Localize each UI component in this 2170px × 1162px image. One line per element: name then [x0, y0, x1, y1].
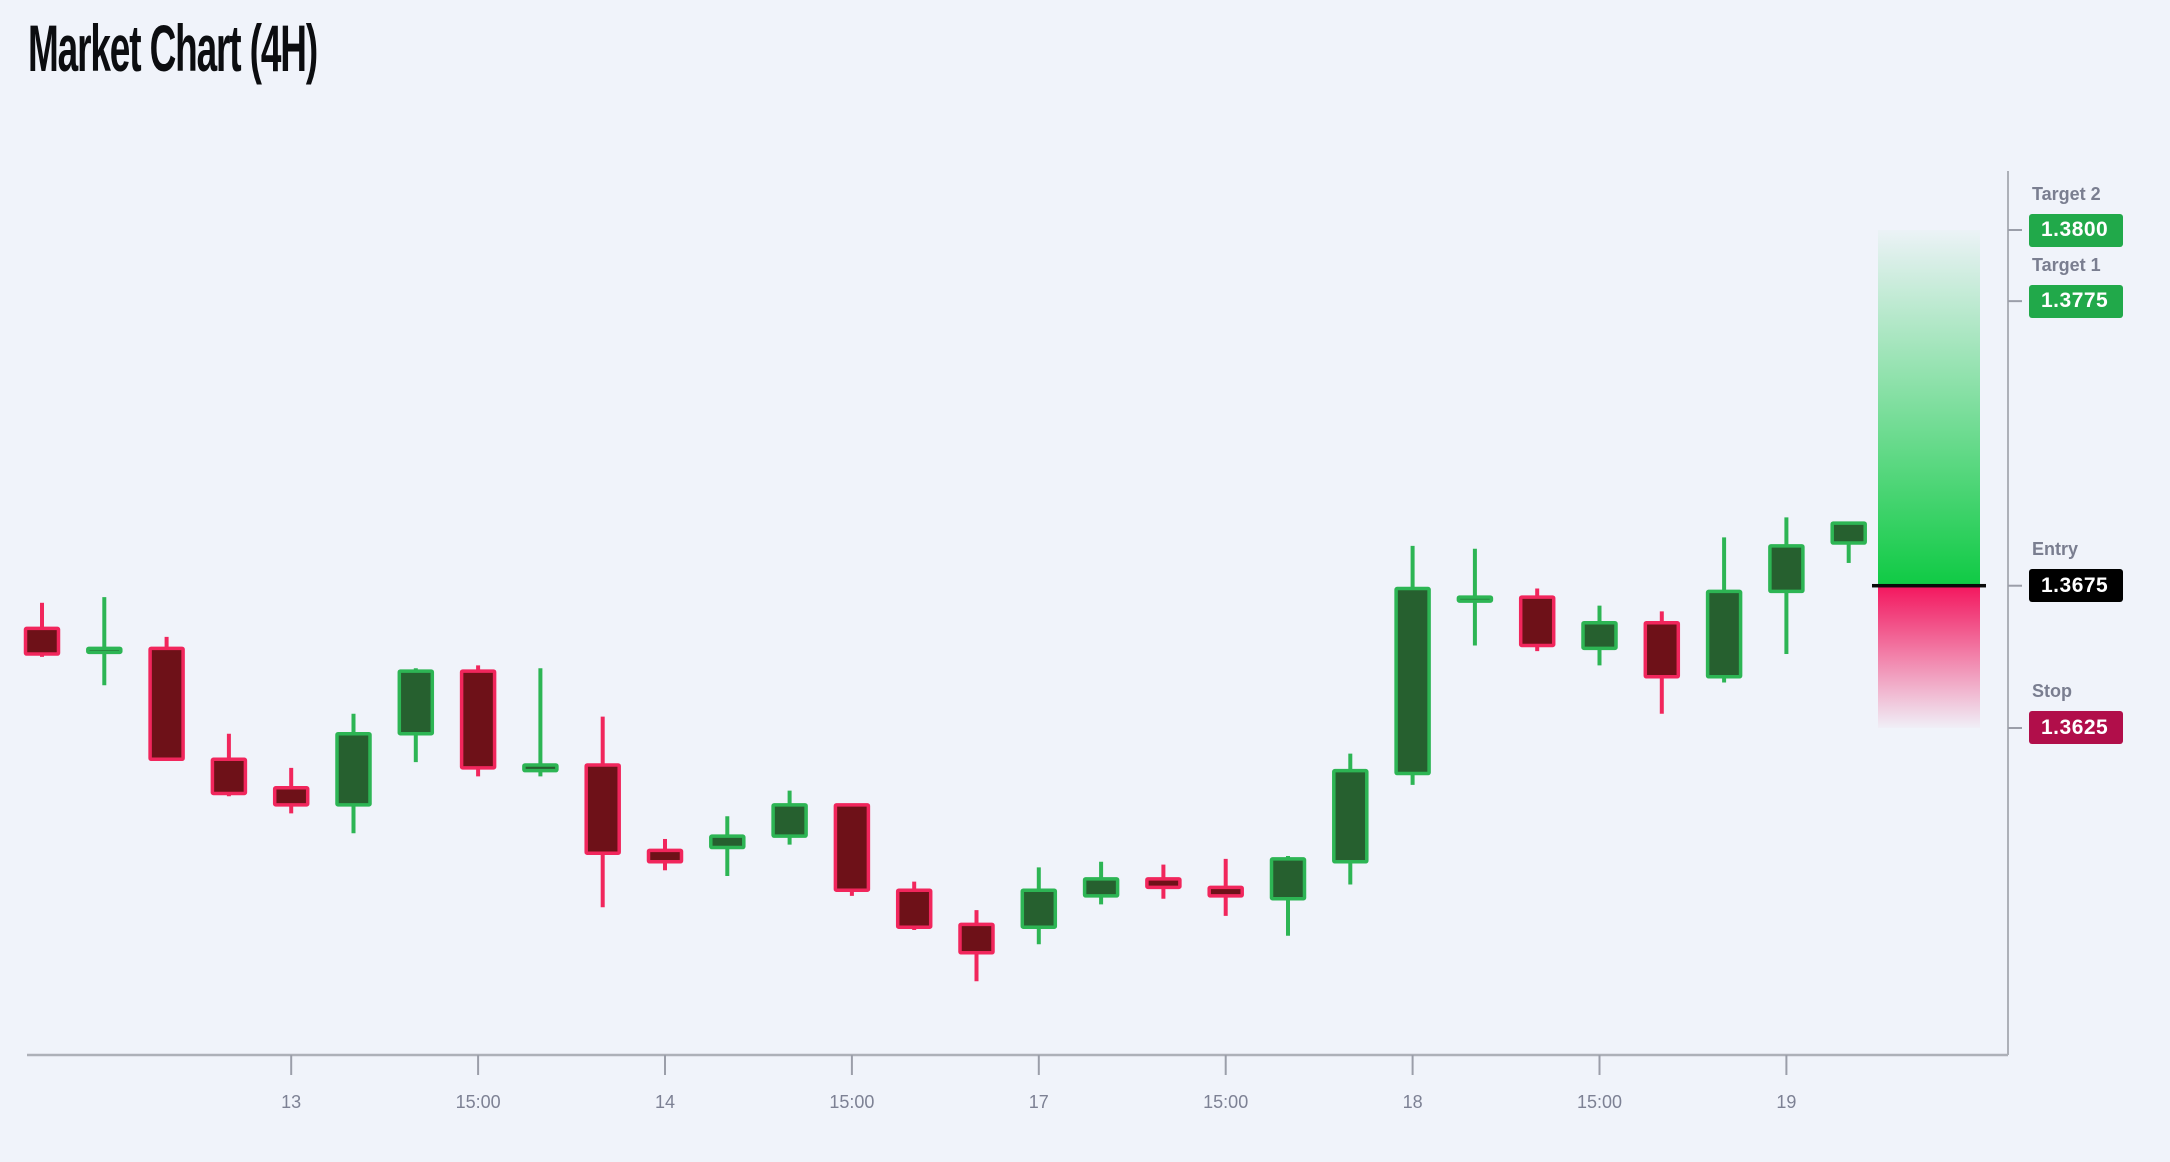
candle-body [272, 786, 310, 807]
level-label-target-2: Target 2 [2032, 183, 2101, 204]
candle-15 [958, 910, 995, 982]
level-badge-entry: 1.3675 [2029, 569, 2123, 603]
candle-body [1456, 595, 1494, 603]
candle-body [522, 763, 559, 773]
candle-body [335, 731, 372, 807]
candle-body [771, 803, 808, 838]
entry-line [1872, 583, 1986, 588]
page-title: Market Chart (4H) [28, 11, 318, 85]
candle-9 [584, 716, 621, 908]
candle-6 [397, 668, 435, 763]
candle-7 [459, 665, 497, 777]
candle-body [584, 763, 621, 855]
candle-5 [335, 713, 372, 834]
candle-0 [23, 602, 61, 657]
candle-body [148, 646, 185, 762]
candle-14 [895, 881, 933, 931]
candle-body [86, 646, 123, 655]
candle-body [646, 848, 684, 864]
candle-body [1768, 544, 1805, 594]
candle-22 [1394, 545, 1431, 785]
candle-body [210, 757, 248, 796]
candle-body [833, 803, 871, 892]
candle-body [1020, 888, 1058, 929]
candle-body [1145, 877, 1182, 890]
candle-13 [833, 803, 871, 896]
x-axis-label: 13 [281, 1092, 302, 1112]
candle-body [1830, 521, 1867, 545]
level-label-target-1: Target 1 [2032, 254, 2101, 275]
x-axis-label: 14 [654, 1092, 676, 1112]
candle-body [709, 834, 746, 850]
candle-27 [1705, 537, 1743, 683]
x-axis-label: 19 [1776, 1092, 1797, 1112]
candle-10 [646, 838, 684, 871]
candle-20 [1269, 856, 1307, 936]
candle-body [958, 922, 995, 955]
candle-body [1643, 620, 1681, 679]
loss-zone [1878, 585, 1980, 728]
x-axis-label: 15:00 [1576, 1092, 1623, 1112]
candle-23 [1456, 548, 1494, 646]
x-axis-label: 15:00 [1203, 1092, 1249, 1112]
candle-24 [1518, 588, 1556, 652]
candle-16 [1020, 867, 1058, 945]
candle-body [1394, 586, 1431, 776]
level-label-entry: Entry [2032, 539, 2079, 560]
candle-body [1581, 620, 1618, 651]
candle-29 [1830, 521, 1867, 563]
x-axis-label: 15:00 [829, 1092, 875, 1112]
candle-body [1705, 589, 1743, 679]
candle-body [1332, 768, 1369, 864]
candle-26 [1643, 611, 1681, 714]
candle-11 [709, 816, 746, 876]
x-axis-label: 15:00 [455, 1092, 501, 1112]
level-label-stop: Stop [2032, 681, 2072, 702]
candle-body [397, 669, 435, 736]
candle-21 [1332, 753, 1369, 885]
candle-body [895, 888, 933, 929]
candle-body [23, 626, 61, 656]
level-badge-stop: 1.3625 [2029, 711, 2123, 745]
candle-body [1082, 877, 1120, 898]
candle-body [459, 669, 497, 770]
level-badge-target-1: 1.3775 [2029, 284, 2123, 318]
level-badge-target-2: 1.3800 [2029, 213, 2123, 247]
candle-1 [86, 597, 123, 686]
x-axis-label: 17 [1028, 1092, 1049, 1112]
candle-2 [148, 636, 185, 762]
candle-19 [1207, 858, 1244, 916]
candle-8 [522, 668, 559, 777]
profit-zone [1878, 230, 1980, 586]
candle-body [1518, 595, 1556, 648]
candle-18 [1145, 864, 1182, 899]
candle-12 [771, 790, 808, 845]
candle-body [1269, 857, 1307, 901]
candle-4 [272, 767, 310, 814]
x-axis-label: 18 [1402, 1092, 1423, 1112]
candle-body [1207, 885, 1244, 898]
candle-28 [1768, 517, 1805, 655]
candle-3 [210, 733, 248, 797]
candle-17 [1082, 861, 1120, 905]
candle-25 [1581, 605, 1618, 666]
